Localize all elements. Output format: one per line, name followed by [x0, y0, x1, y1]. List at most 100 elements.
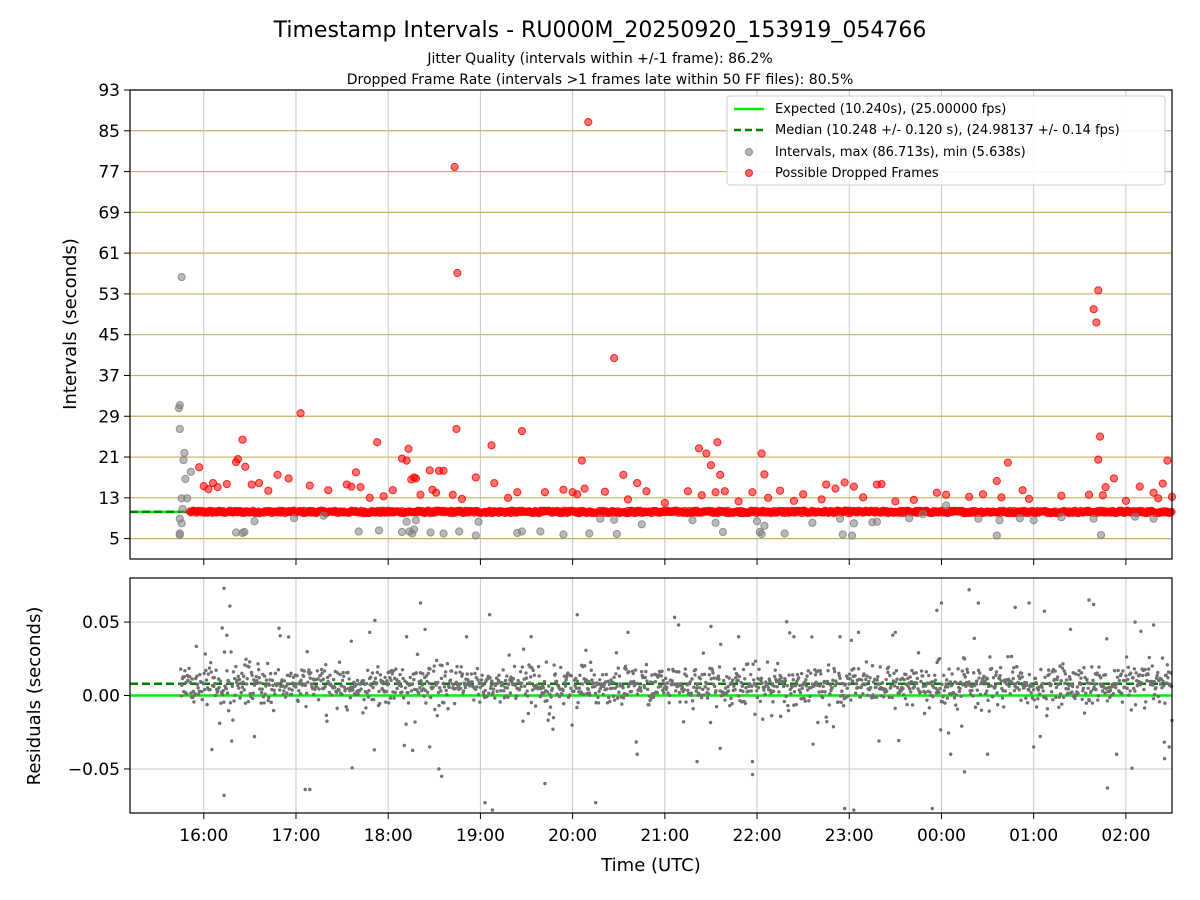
residual-point	[831, 678, 835, 682]
residual-point	[744, 685, 748, 690]
dropped-frame-point	[799, 490, 808, 499]
residual-point	[1027, 672, 1032, 677]
residual-point	[495, 689, 499, 693]
dropped-frame-point	[633, 478, 642, 488]
residual-point	[216, 688, 220, 692]
dropped-frame-point	[457, 494, 467, 503]
residual-point	[644, 669, 648, 674]
residual-point	[1133, 703, 1138, 707]
interval-point	[402, 517, 411, 526]
residual-point	[796, 676, 801, 680]
residual-point	[665, 681, 670, 685]
residual-point	[377, 689, 381, 694]
residual-point	[499, 689, 503, 693]
residual-point	[825, 679, 830, 684]
residual-point	[212, 675, 216, 680]
residual-point	[424, 674, 429, 678]
residual-point	[773, 674, 777, 679]
residual-point	[549, 695, 553, 699]
residual-point	[472, 698, 476, 702]
dropped-frame-point	[490, 478, 499, 488]
residual-point	[418, 685, 422, 690]
residual-point	[493, 696, 497, 700]
residual-point	[225, 669, 229, 673]
residual-point	[231, 718, 235, 722]
residual-point	[887, 695, 891, 700]
residual-point	[1034, 680, 1038, 685]
residual-point	[647, 703, 651, 707]
residual-point	[550, 686, 555, 691]
dropped-frame-point	[402, 456, 411, 465]
dropped-frame-point	[471, 473, 480, 482]
intervals-y-tick-label: 77	[98, 163, 120, 183]
dropped-frame-point	[1121, 496, 1130, 505]
residual-point	[553, 672, 558, 676]
interval-point	[808, 518, 817, 527]
residual-point	[1132, 667, 1137, 671]
residual-point	[798, 690, 803, 695]
residual-point	[1115, 682, 1119, 686]
interval-point	[637, 520, 646, 529]
residual-point	[333, 685, 337, 690]
residual-point	[1082, 711, 1087, 715]
legend-intervals-swatch	[745, 148, 753, 156]
legend-dropped-swatch	[745, 169, 753, 177]
legend-intervals-label: Intervals, max (86.713s), min (5.638s)	[775, 145, 1026, 160]
residual-point	[439, 676, 444, 681]
residual-point	[918, 690, 923, 694]
dropped-frame-point	[992, 476, 1001, 486]
residual-point	[562, 702, 566, 706]
residual-point	[639, 689, 643, 693]
residual-point	[180, 683, 184, 687]
residual-point	[419, 679, 423, 683]
dropped-frame-point	[379, 492, 388, 501]
residual-point	[213, 693, 218, 698]
residual-point	[433, 707, 437, 712]
residual-point	[228, 604, 232, 608]
residual-point	[548, 692, 552, 697]
residual-point	[391, 669, 396, 673]
interval-point	[1029, 516, 1038, 525]
residual-point	[954, 693, 959, 697]
residual-point	[580, 682, 585, 686]
residual-point	[442, 701, 446, 705]
residual-point	[969, 692, 973, 696]
residual-point	[247, 665, 251, 669]
residual-point	[895, 677, 899, 681]
residual-point	[568, 693, 572, 697]
residual-point	[635, 752, 639, 756]
residual-point	[693, 673, 697, 677]
residual-point	[267, 683, 272, 687]
residual-point	[766, 685, 770, 689]
residual-point	[268, 671, 273, 676]
residual-point	[786, 708, 791, 713]
residual-point	[1089, 689, 1093, 693]
residual-point	[1020, 675, 1024, 679]
residual-point	[302, 669, 306, 673]
residual-point	[505, 674, 509, 678]
residual-point	[1133, 689, 1137, 693]
dropped-frame-point	[1018, 486, 1027, 495]
residual-point	[783, 679, 788, 683]
residual-point	[694, 689, 698, 693]
residual-point	[524, 671, 528, 675]
residual-point	[945, 678, 949, 682]
residual-point	[359, 687, 363, 691]
residual-point	[746, 662, 750, 666]
residual-point	[944, 682, 948, 686]
residual-point	[1019, 671, 1024, 675]
residual-point	[993, 684, 997, 688]
residual-point	[406, 701, 411, 705]
residual-point	[303, 683, 308, 688]
residual-point	[668, 693, 672, 698]
dropped-frame-point	[965, 492, 974, 501]
residual-point	[839, 700, 843, 704]
residual-point	[681, 720, 686, 724]
residual-point	[425, 679, 429, 684]
residual-point	[530, 666, 534, 670]
interval-point	[426, 528, 435, 537]
residual-point	[792, 635, 796, 639]
residual-point	[784, 694, 788, 699]
residual-point	[204, 668, 208, 673]
residual-point	[1111, 692, 1116, 696]
